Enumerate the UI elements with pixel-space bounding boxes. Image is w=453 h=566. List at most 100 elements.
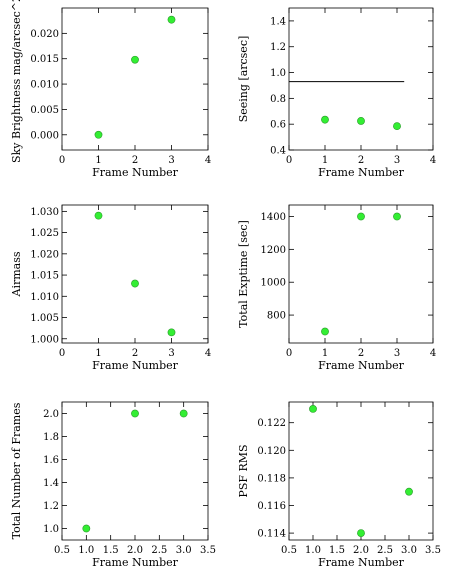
y-tick-label: 1.030 (30, 207, 59, 218)
x-tick-label: 1 (322, 155, 328, 166)
x-tick-label: 2 (132, 155, 138, 166)
plot-frame (288, 7, 434, 151)
y-tick-label: 0.114 (257, 529, 286, 540)
data-point (393, 212, 401, 221)
plot-frame (61, 7, 209, 151)
x-tick-label: 4 (430, 348, 436, 359)
y-tick-label: 1.025 (30, 228, 59, 239)
y-tick-label: 1.0 (43, 524, 59, 535)
y-tick-label: 800 (267, 311, 286, 322)
x-tick-label: 2 (132, 348, 138, 359)
x-tick-label: 2.5 (151, 545, 167, 556)
y-tick-label: 1000 (261, 278, 286, 289)
y-tick-label: 0.8 (270, 94, 286, 105)
data-point (167, 15, 176, 24)
data-point (167, 328, 176, 337)
y-tick-label: 1200 (261, 245, 286, 256)
x-tick-label: 0 (286, 155, 292, 166)
x-tick-label: 4 (430, 155, 436, 166)
data-point (357, 529, 365, 537)
x-tick-label: 3.0 (176, 545, 192, 556)
x-tick-label: 0 (59, 155, 65, 166)
x-axis-title: Frame Number (318, 556, 405, 566)
y-tick-label: 1.005 (30, 313, 59, 324)
y-tick-label: 0.000 (30, 130, 59, 141)
airmass-panel: 0 1 2 3 4 1.000 1.005 1.010 1.015 1.020 1.025 1.030… (10, 204, 211, 372)
x-axis-title: Frame Number (92, 166, 179, 179)
x-tick-label: 1.0 (78, 545, 94, 556)
data-point (405, 487, 413, 496)
y-tick-label: 1.2 (270, 42, 286, 53)
data-point (94, 130, 103, 139)
x-tick-label: 3 (394, 155, 400, 166)
y-tick-label: 0.4 (270, 146, 286, 157)
x-tick-label: 2.5 (377, 545, 393, 556)
y-tick-label: 0.010 (30, 80, 59, 91)
x-tick-label: 0 (286, 348, 292, 359)
y-tick-label: 1.6 (43, 455, 59, 466)
x-tick-label: 3 (168, 348, 174, 359)
data-point (179, 409, 188, 418)
plot-frame (288, 401, 434, 541)
x-tick-label: 0.5 (281, 545, 297, 556)
y-tick-label: 0.015 (30, 54, 59, 65)
data-point (131, 409, 139, 418)
x-tick-label: 3.5 (425, 545, 441, 556)
data-point (393, 122, 401, 131)
data-point (357, 117, 365, 125)
seeing-panel: 0 1 2 3 4 0.4 0.6 0.8 1.0 1.2 1.4 Frame Number Seein… (237, 7, 436, 179)
y-tick-label: 0.118 (257, 473, 286, 484)
x-axis-title: Frame Number (318, 166, 405, 179)
x-tick-label: 2.0 (127, 545, 143, 556)
x-tick-label: 1.5 (103, 545, 119, 556)
x-axis-title: Frame Number (318, 359, 405, 372)
data-point (309, 404, 317, 413)
psf-rms-panel: 0.5 1.0 1.5 2.0 2.5 3.0 3.5 0.114 0.116 0.118 0.12… (237, 401, 441, 566)
y-tick-label: 1.8 (43, 432, 59, 443)
x-axis-title: Frame Number (92, 556, 179, 566)
x-tick-label: 3.5 (200, 545, 216, 556)
x-tick-label: 3 (168, 155, 174, 166)
data-point (82, 524, 91, 533)
y-axis-title: Total Number of Frames (10, 402, 23, 539)
x-axis-title: Frame Number (92, 359, 179, 372)
y-axis-title: Total Exptime [sec] (237, 220, 250, 328)
num-frames-panel: 0.5 1.0 1.5 2.0 2.5 3.0 3.51.01.21.41.61.82.0F… (10, 401, 216, 566)
data-point (131, 55, 139, 64)
plot-frame (61, 204, 209, 344)
data-point (321, 115, 329, 124)
x-tick-label: 1 (95, 348, 101, 359)
x-tick-label: 1 (95, 155, 101, 166)
data-point (94, 211, 103, 220)
x-tick-label: 1 (322, 348, 328, 359)
y-tick-label: 1.020 (30, 249, 59, 260)
y-tick-label: 0.120 (257, 446, 286, 457)
y-tick-label: 0.6 (270, 120, 286, 131)
y-tick-label: 1.4 (270, 16, 286, 27)
x-tick-label: 1.5 (329, 545, 345, 556)
x-tick-label: 3.0 (401, 545, 417, 556)
data-point (321, 327, 329, 336)
y-tick-label: 0.122 (257, 418, 286, 429)
plot-frame (61, 401, 209, 541)
x-tick-label: 2 (358, 348, 364, 359)
x-tick-label: 0.5 (54, 545, 70, 556)
y-axis-title: Sky Brightness mag/arcsec^2 (10, 0, 23, 163)
y-tick-label: 1.2 (43, 501, 59, 512)
data-point (357, 212, 365, 221)
data-point (131, 279, 139, 288)
exptime-panel: 0 1 2 3 4 800 1000 1200 1400 Frame Number Total Ex… (237, 204, 436, 372)
y-tick-label: 0.020 (30, 29, 59, 40)
x-tick-label: 4 (205, 155, 211, 166)
sky-brightness-panel: 0 1 2 3 4 0.000 0.005 0.010 0.015 0.020 Frame Numb… (10, 0, 211, 179)
x-tick-label: 2 (358, 155, 364, 166)
x-tick-label: 4 (205, 348, 211, 359)
y-axis-title: PSF RMS (237, 444, 250, 497)
y-tick-label: 1.0 (270, 68, 286, 79)
y-tick-label: 1.010 (30, 292, 59, 303)
x-tick-label: 1.0 (305, 545, 321, 556)
x-tick-label: 3 (394, 348, 400, 359)
y-tick-label: 0.116 (257, 501, 286, 512)
y-tick-label: 0.005 (30, 105, 59, 116)
